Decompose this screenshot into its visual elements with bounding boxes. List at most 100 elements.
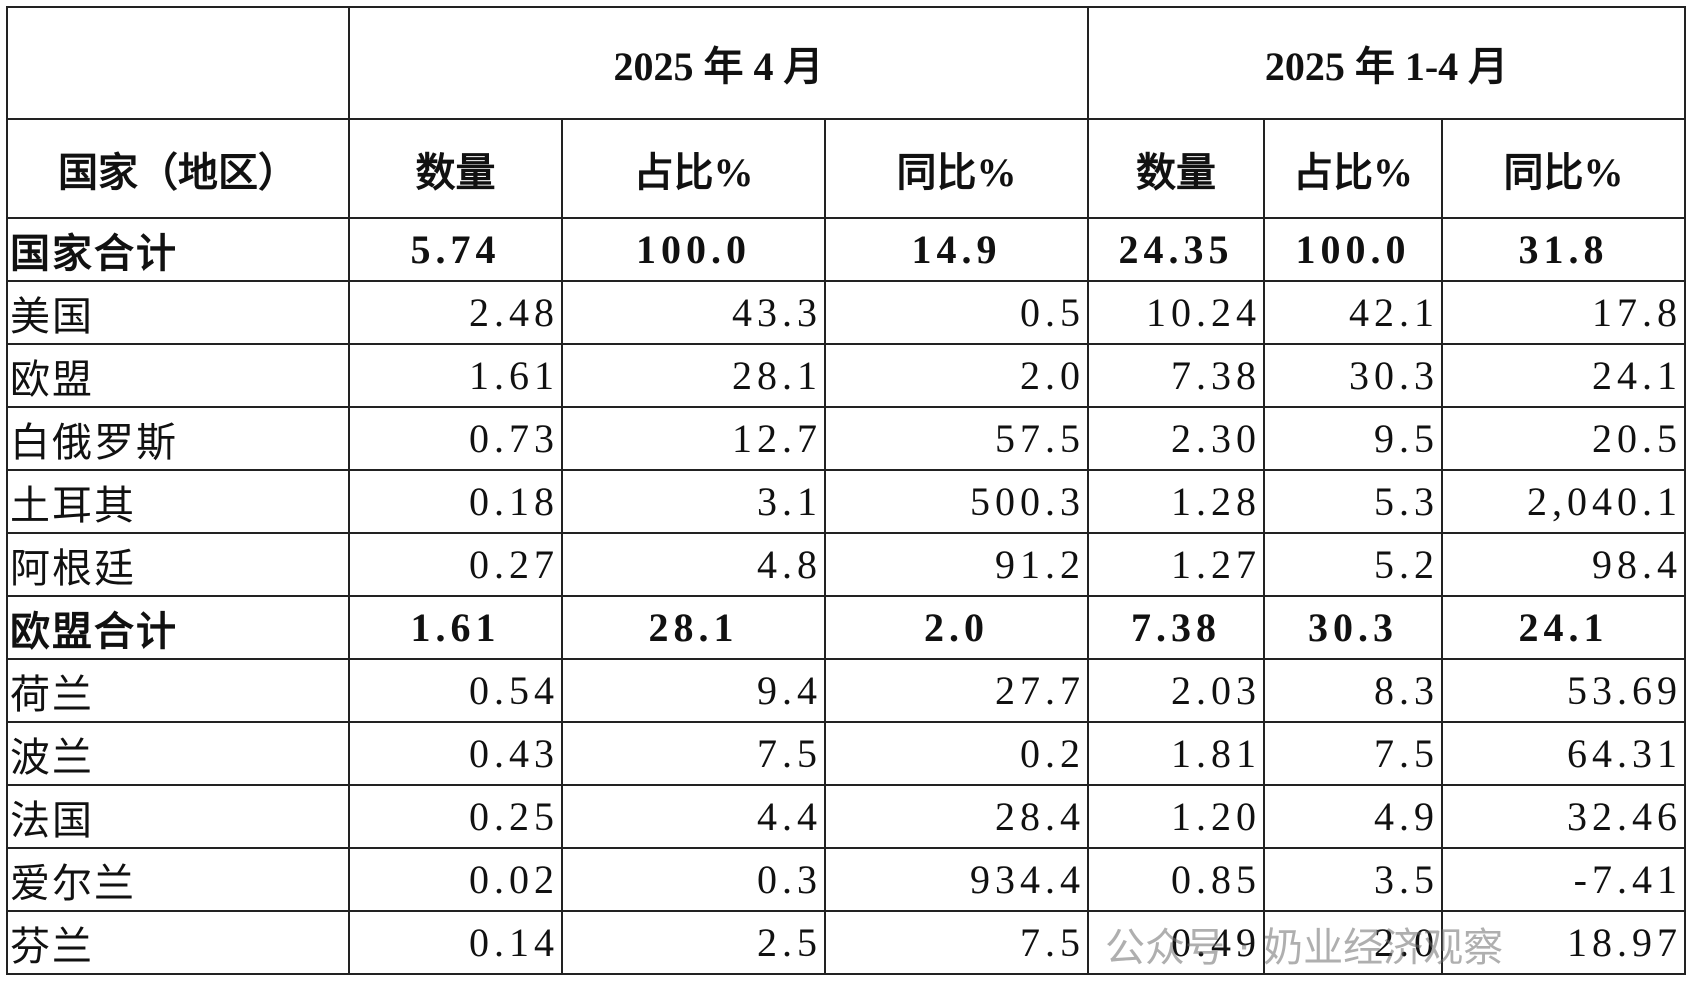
- row-label: 欧盟合计: [6, 595, 350, 660]
- cell: 17.8: [1441, 280, 1686, 345]
- row-label: 国家合计: [6, 217, 350, 282]
- table-body: 国家合计 5.74 100.0 14.9 24.35 100.0 31.8 美国 2.48 43.…: [6, 217, 1686, 975]
- watermark: 公众号 · 奶业经济观察: [1105, 925, 1504, 971]
- column-header: 国家（地区）: [6, 118, 350, 219]
- column-header: 同比%: [824, 118, 1089, 219]
- cell: 3.1: [561, 469, 826, 534]
- cell: 24.1: [1441, 343, 1686, 408]
- cell: 934.4: [824, 847, 1089, 912]
- cell: 7.5: [1263, 721, 1443, 786]
- period-header: 2025 年 1-4 月: [1087, 6, 1686, 120]
- column-header: 数量: [1087, 118, 1265, 219]
- table-row: 爱尔兰 0.02 0.3 934.4 0.85 3.5 -7.41: [6, 847, 1686, 912]
- cell: 0.2: [824, 721, 1089, 786]
- corner-cell: [6, 6, 350, 120]
- cell: 2.0: [824, 343, 1089, 408]
- column-header: 占比%: [1263, 118, 1443, 219]
- row-label: 荷兰: [6, 658, 350, 723]
- row-label: 芬兰: [6, 910, 350, 975]
- data-table: 2025 年 4 月 2025 年 1-4 月 国家（地区） 数量 占比% 同比% 数量…: [6, 6, 1686, 975]
- cell: 0.5: [824, 280, 1089, 345]
- cell: 0.54: [348, 658, 563, 723]
- cell: 98.4: [1441, 532, 1686, 597]
- cell: 28.4: [824, 784, 1089, 849]
- cell: 1.61: [348, 343, 563, 408]
- cell: 32.46: [1441, 784, 1686, 849]
- table-row: 土耳其 0.18 3.1 500.3 1.28 5.3 2,040.1: [6, 469, 1686, 534]
- cell: 91.2: [824, 532, 1089, 597]
- column-header: 同比%: [1441, 118, 1686, 219]
- row-label: 白俄罗斯: [6, 406, 350, 471]
- cell: 64.31: [1441, 721, 1686, 786]
- cell: 2.0: [824, 595, 1089, 660]
- row-label: 美国: [6, 280, 350, 345]
- cell: 1.20: [1087, 784, 1265, 849]
- cell: 0.3: [561, 847, 826, 912]
- cell: 100.0: [561, 217, 826, 282]
- cell: 0.25: [348, 784, 563, 849]
- cell: 8.3: [1263, 658, 1443, 723]
- period-row: 2025 年 4 月 2025 年 1-4 月: [6, 6, 1686, 120]
- table-row: 白俄罗斯 0.73 12.7 57.5 2.30 9.5 20.5: [6, 406, 1686, 471]
- row-label: 土耳其: [6, 469, 350, 534]
- cell: 42.1: [1263, 280, 1443, 345]
- table-row: 欧盟 1.61 28.1 2.0 7.38 30.3 24.1: [6, 343, 1686, 408]
- cell: 14.9: [824, 217, 1089, 282]
- table-row: 波兰 0.43 7.5 0.2 1.81 7.5 64.31: [6, 721, 1686, 786]
- row-label: 爱尔兰: [6, 847, 350, 912]
- table-row: 法国 0.25 4.4 28.4 1.20 4.9 32.46: [6, 784, 1686, 849]
- row-label: 法国: [6, 784, 350, 849]
- cell: 28.1: [561, 595, 826, 660]
- cell: 10.24: [1087, 280, 1265, 345]
- cell: 7.5: [561, 721, 826, 786]
- table-row: 国家合计 5.74 100.0 14.9 24.35 100.0 31.8: [6, 217, 1686, 282]
- cell: 30.3: [1263, 343, 1443, 408]
- table-row: 美国 2.48 43.3 0.5 10.24 42.1 17.8: [6, 280, 1686, 345]
- cell: 5.74: [348, 217, 563, 282]
- cell: 5.2: [1263, 532, 1443, 597]
- cell: 1.81: [1087, 721, 1265, 786]
- cell: 2.30: [1087, 406, 1265, 471]
- cell: 30.3: [1263, 595, 1443, 660]
- row-label: 欧盟: [6, 343, 350, 408]
- cell: 24.35: [1087, 217, 1265, 282]
- cell: 31.8: [1441, 217, 1686, 282]
- cell: 100.0: [1263, 217, 1443, 282]
- cell: 0.85: [1087, 847, 1265, 912]
- cell: 1.61: [348, 595, 563, 660]
- table-row: 阿根廷 0.27 4.8 91.2 1.27 5.2 98.4: [6, 532, 1686, 597]
- cell: 43.3: [561, 280, 826, 345]
- period-header: 2025 年 4 月: [348, 6, 1089, 120]
- cell: 4.8: [561, 532, 826, 597]
- cell: 28.1: [561, 343, 826, 408]
- cell: 2.5: [561, 910, 826, 975]
- cell: 5.3: [1263, 469, 1443, 534]
- cell: 53.69: [1441, 658, 1686, 723]
- cell: 9.5: [1263, 406, 1443, 471]
- cell: 2,040.1: [1441, 469, 1686, 534]
- cell: 0.14: [348, 910, 563, 975]
- column-header-row: 国家（地区） 数量 占比% 同比% 数量 占比% 同比%: [6, 118, 1686, 219]
- cell: 18.97: [1441, 910, 1686, 975]
- column-header: 占比%: [561, 118, 826, 219]
- cell: 57.5: [824, 406, 1089, 471]
- cell: 9.4: [561, 658, 826, 723]
- cell: 4.4: [561, 784, 826, 849]
- cell: 27.7: [824, 658, 1089, 723]
- row-label: 阿根廷: [6, 532, 350, 597]
- cell: 2.48: [348, 280, 563, 345]
- table-row: 荷兰 0.54 9.4 27.7 2.03 8.3 53.69: [6, 658, 1686, 723]
- cell: 2.0: [1263, 910, 1443, 975]
- cell: 1.27: [1087, 532, 1265, 597]
- table-row: 芬兰 0.14 2.5 7.5 0.49 2.0 18.97: [6, 910, 1686, 975]
- cell: 1.28: [1087, 469, 1265, 534]
- cell: 0.43: [348, 721, 563, 786]
- row-label: 波兰: [6, 721, 350, 786]
- cell: 0.02: [348, 847, 563, 912]
- cell: 0.27: [348, 532, 563, 597]
- cell: 24.1: [1441, 595, 1686, 660]
- cell: 0.73: [348, 406, 563, 471]
- cell: 3.5: [1263, 847, 1443, 912]
- table-row: 欧盟合计 1.61 28.1 2.0 7.38 30.3 24.1: [6, 595, 1686, 660]
